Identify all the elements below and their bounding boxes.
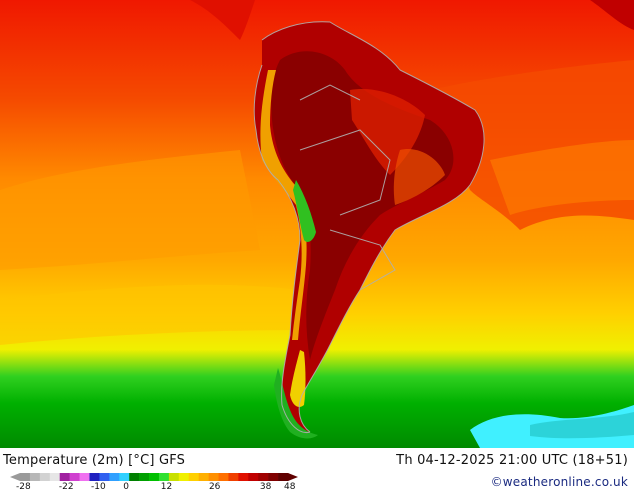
color-legend: -28 -22 -10 0 12 26 38 48	[10, 473, 298, 490]
legend-swatch	[268, 473, 279, 481]
legend-tick-label: 0	[123, 482, 129, 490]
legend-swatch	[99, 473, 110, 481]
legend-tick-label: -10	[91, 482, 106, 490]
legend-swatch	[69, 473, 80, 481]
legend-tick-label: 12	[161, 482, 172, 490]
map-title: Temperature (2m) [°C] GFS	[3, 453, 186, 468]
legend-swatch	[178, 473, 190, 481]
credit-link[interactable]: ©weatheronline.co.uk	[490, 475, 628, 489]
legend-swatch	[49, 473, 61, 481]
legend-tick-label: -28	[16, 482, 31, 490]
legend-tick-label: -22	[59, 482, 74, 490]
legend-tick-label: 38	[260, 482, 272, 490]
legend-swatch	[168, 473, 180, 481]
legend-tick-label: 26	[209, 482, 221, 490]
legend-swatch	[248, 473, 259, 481]
legend-swatch	[109, 473, 120, 481]
legend-swatch	[278, 473, 289, 481]
legend-swatch	[139, 473, 150, 481]
legend-swatch	[218, 473, 229, 481]
legend-swatch	[20, 473, 31, 481]
legend-arrow-left	[10, 473, 20, 481]
legend-swatch	[149, 473, 160, 481]
map-footer: Temperature (2m) [°C] GFS Th 04-12-2025 …	[0, 448, 634, 490]
legend-swatch	[39, 473, 51, 481]
legend-swatch	[198, 473, 209, 481]
legend-swatch	[228, 473, 239, 481]
legend-swatch	[129, 473, 140, 481]
legend-swatch	[158, 473, 170, 481]
legend-arrow-right	[288, 473, 298, 481]
legend-swatch	[208, 473, 219, 481]
legend-swatch	[89, 473, 100, 481]
legend-tick-label: 48	[284, 482, 296, 490]
legend-swatch	[79, 473, 90, 481]
legend-swatch	[59, 473, 70, 481]
coastline	[253, 21, 485, 434]
legend-swatch	[238, 473, 249, 481]
legend-swatch	[119, 473, 130, 481]
legend-swatch	[258, 473, 269, 481]
validity-time: Th 04-12-2025 21:00 UTC (18+51)	[396, 453, 628, 468]
legend-swatch	[188, 473, 199, 481]
legend-swatch	[29, 473, 41, 481]
temperature-map	[0, 0, 634, 448]
